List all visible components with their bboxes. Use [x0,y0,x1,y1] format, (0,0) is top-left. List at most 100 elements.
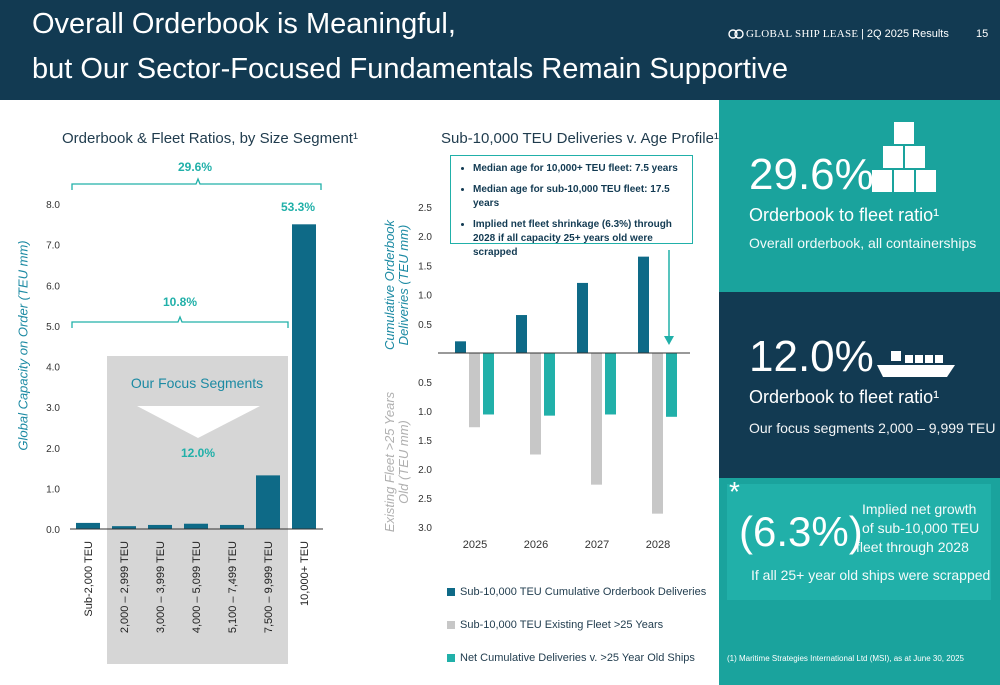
right-bar [544,353,555,416]
panel1-big-value: 29.6% [749,150,874,199]
left-bar [220,524,244,529]
bracket-mid-label: 10.8% [163,295,197,309]
right-x-tick-label: 2028 [646,539,670,551]
callout-item: Implied net fleet shrinkage (6.3%) throu… [473,218,692,260]
panel2-line2: Our focus segments 2,000 – 9,999 TEU [749,420,996,436]
left-y-tick-label: 1.0 [46,484,60,495]
right-bar [530,353,541,455]
top-bar-label: 53.3% [281,200,315,214]
panel2-line1: Orderbook to fleet ratio¹ [749,387,940,407]
right-x-tick-label: 2026 [524,539,548,551]
left-y-tick-label: 6.0 [46,281,60,292]
right-bar [516,315,527,353]
panel1-line1: Orderbook to fleet ratio¹ [749,205,940,225]
right-x-tick-label: 2025 [463,539,487,551]
right-bar [605,353,616,415]
report-period: | 2Q 2025 Results [861,28,949,40]
panel3-highlight [727,484,991,600]
right-chart-title: Sub-10,000 TEU Deliveries v. Age Profile… [441,130,719,147]
left-x-tick-label: 3,000 – 3,999 TEU [155,541,167,633]
left-x-tick-label: 4,000 – 5,099 TEU [191,541,203,633]
bracket-all-segments [71,177,322,190]
page-title-line1: Overall Orderbook is Meaningful, [32,8,456,40]
page-title-line2: but Our Sector-Focused Fundamentals Rema… [32,53,788,85]
panel3-line3: fleet through 2028 [856,539,969,555]
header-bar: Overall Orderbook is Meaningful, but Our… [0,0,1000,100]
left-chart-title: Orderbook & Fleet Ratios, by Size Segmen… [62,130,358,147]
left-bar [76,522,100,529]
left-y-tick-label: 7.0 [46,241,60,252]
legend-swatch [447,588,455,597]
legend-label: Net Cumulative Deliveries v. >25 Year Ol… [460,652,695,664]
left-y-tick-label: 8.0 [46,200,60,211]
left-bar [256,475,280,529]
right-bar [577,282,588,353]
focus-value: 12.0% [181,446,215,460]
right-bar [469,353,480,428]
right-bar [455,341,466,353]
panel3-big-value: (6.3%) [739,508,863,555]
right-bar [638,256,649,353]
right-y-tick-label: 1.5 [418,436,432,447]
right-bar-chart: 0.5 1.0 1.5 2.0 2.5 0.5 1.0 1.5 2.0 2.5 3.0 2025 20… [418,203,690,551]
right-bar [483,353,494,415]
panel3-line4: If all 25+ year old ships were scrapped [751,567,991,583]
legend-item-existing-fleet: Sub-10,000 TEU Existing Fleet >25 Years [447,619,663,631]
right-y-tick-label: 1.0 [418,291,432,302]
right-bar [666,353,677,417]
right-y-tick-label: 2.5 [418,203,432,214]
right-y-tick-label: 2.0 [418,232,432,243]
panel-net-growth: * (6.3%) Implied net growth of sub-10,00… [719,476,1000,685]
left-x-tick-label: 7,500 – 9,999 TEU [263,541,275,633]
panel-overall-orderbook: 29.6% Orderbook to fleet ratio¹ Overall … [719,100,1000,292]
panel1-line2: Overall orderbook, all containerships [749,235,977,251]
left-y-tick-label: 3.0 [46,403,60,414]
left-bar-chart: Our Focus Segments 12.0% 29.6% 10.8% 53.… [46,160,323,664]
left-y-tick-label: 5.0 [46,322,60,333]
callout-item: Median age for sub-10,000 TEU fleet: 17.… [473,183,692,211]
bracket-top-label: 29.6% [178,160,212,174]
asterisk-icon: * [729,476,740,507]
left-bar [184,523,208,529]
left-x-tick-label: 2,000 – 2,999 TEU [119,541,131,633]
left-y-tick-label: 4.0 [46,363,60,374]
callout-list: Median age for 10,000+ TEU fleet: 7.5 ye… [451,162,692,260]
legend-item-net: Net Cumulative Deliveries v. >25 Year Ol… [447,652,695,664]
panel3-line2: of sub-10,000 TEU [862,520,980,536]
left-y-tick-label: 2.0 [46,444,60,455]
right-y-tick-label: 1.0 [418,407,432,418]
right-y-tick-label: 1.5 [418,261,432,272]
legend-label: Sub-10,000 TEU Cumulative Orderbook Deli… [460,586,707,598]
right-x-tick-label: 2027 [585,539,609,551]
legend-swatch [447,654,455,663]
ship-icon [877,351,955,377]
left-bar [292,224,316,529]
left-bar [148,524,172,529]
panel3-line1: Implied net growth [862,501,977,517]
legend-swatch [447,621,455,630]
callout-arrow-head-icon [664,336,674,345]
right-y-tick-label: 0.5 [418,320,432,331]
footnote: (1) Maritime Strategies International Lt… [727,654,965,663]
callout-item: Median age for 10,000+ TEU fleet: 7.5 ye… [473,162,692,176]
right-y-tick-label: 2.5 [418,494,432,505]
left-bar [112,526,136,529]
panel2-big-value: 12.0% [749,332,874,381]
right-y-tick-label: 3.0 [418,523,432,534]
bracket-sub10000 [71,315,289,328]
left-x-tick-label: 5,100 – 7,499 TEU [227,541,239,633]
right-y-tick-label: 2.0 [418,465,432,476]
containers-stack-icon [872,122,936,192]
left-x-tick-label: 10,000+ TEU [299,541,311,606]
right-y-tick-label: 0.5 [418,378,432,389]
brand-name: GLOBAL SHIP LEASE [746,28,859,40]
right-bar [652,353,663,514]
panel-focus-segments: 12.0% Orderbook to fleet ratio¹ Our focu… [719,292,1000,478]
left-x-tick-label: Sub-2,000 TEU [83,541,95,617]
brand-logo-icon [728,29,744,39]
focus-arrow-icon [137,406,260,438]
callout-box: Median age for 10,000+ TEU fleet: 7.5 ye… [450,155,693,258]
legend-label: Sub-10,000 TEU Existing Fleet >25 Years [460,619,664,631]
left-y-tick-label: 0.0 [46,525,60,536]
page-number: 15 [976,28,989,40]
